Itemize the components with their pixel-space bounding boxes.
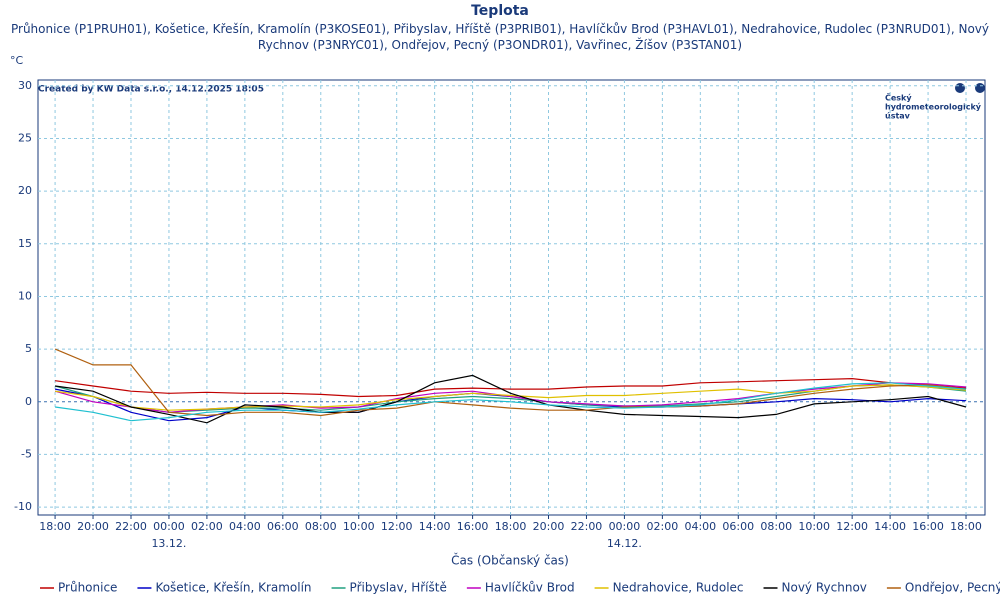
chart-subtitle: Průhonice (P1PRUH01), Košetice, Křešín, … [10,22,990,52]
series-line [54,348,967,417]
series-line [55,377,967,398]
x-tick-label: 00:00 [153,520,185,533]
legend-label: Průhonice [58,581,117,595]
x-tick-label: 20:00 [77,520,109,533]
x-tick-label: 10:00 [343,520,375,533]
x-tick-label: 02:00 [647,520,679,533]
legend-label: Ondřejov, Pecný [905,581,1000,595]
x-date-label: 14.12. [607,537,642,550]
legend-label: Havlíčkův Brod [485,581,575,595]
y-tick-label: 0 [25,395,32,408]
x-tick-label: 14:00 [419,520,451,533]
x-tick-label: 12:00 [381,520,413,533]
y-tick-label: 30 [18,79,32,92]
x-axis-label: Čas (Občanský čas) [451,553,569,568]
x-tick-label: 08:00 [305,520,337,533]
logo-mark [975,83,985,93]
x-tick-label: 18:00 [39,520,71,533]
plot-area [37,79,986,516]
x-tick-label: 02:00 [191,520,223,533]
x-tick-label: 04:00 [684,520,716,533]
series-line [55,384,967,411]
x-tick-label: 14:00 [874,520,906,533]
x-tick-label: 16:00 [912,520,944,533]
y-tick-label: 5 [25,342,32,355]
x-tick-label: 16:00 [457,520,489,533]
legend-label: Nový Rychnov [782,581,867,595]
x-tick-label: 18:00 [950,520,982,533]
x-tick-label: 12:00 [836,520,868,533]
legend-label: Přibyslav, Hříště [350,581,447,595]
y-tick-label: 20 [18,184,32,197]
y-axis-label: °C [10,54,24,67]
series-line [55,374,967,424]
logo-text: ústav [885,112,911,121]
x-tick-label: 22:00 [115,520,147,533]
legend-label: Košetice, Křešín, Kramolín [155,581,311,595]
x-tick-label: 22:00 [571,520,603,533]
x-tick-label: 04:00 [229,520,261,533]
chart-title: Teplota [471,3,529,19]
x-tick-label: 20:00 [533,520,565,533]
x-tick-label: 18:00 [495,520,527,533]
logo-text: Český [885,92,912,103]
x-tick-label: 06:00 [722,520,754,533]
y-tick-label: 10 [18,289,32,302]
logo-text: hydrometeorologický [885,103,982,112]
x-date-label: 13.12. [151,537,186,550]
x-tick-label: 00:00 [609,520,641,533]
logo-mark [955,83,965,93]
x-tick-label: 08:00 [760,520,792,533]
legend-label: Nedrahovice, Rudolec [613,581,744,595]
y-tick-label: -5 [21,447,32,460]
y-tick-label: 25 [18,131,32,144]
x-tick-label: 06:00 [267,520,299,533]
y-tick-label: -10 [14,500,32,513]
series-line [55,382,967,422]
y-tick-label: 15 [18,237,32,250]
x-tick-label: 10:00 [798,520,830,533]
credit: Created by KW Data s.r.o., 14.12.2025 18… [38,85,264,95]
